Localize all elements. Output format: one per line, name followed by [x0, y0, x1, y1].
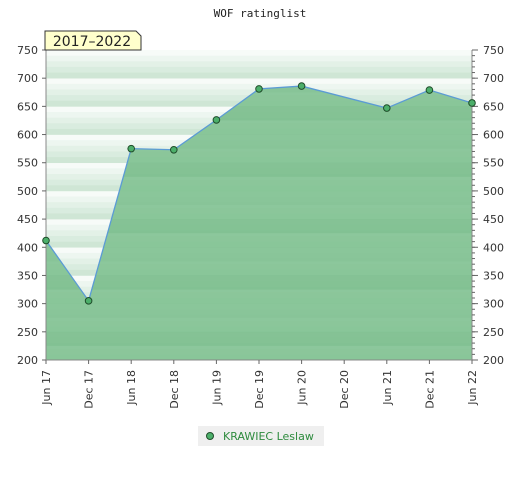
data-point [255, 85, 263, 93]
y-tick-label-left: 600 [17, 129, 38, 142]
legend-marker [206, 432, 214, 440]
y-tick-label-left: 700 [17, 72, 38, 85]
legend[interactable]: KRAWIEC Leslaw [198, 426, 324, 446]
y-tick-label-right: 650 [483, 100, 504, 113]
y-tick-label-left: 350 [17, 269, 38, 282]
data-point [42, 236, 50, 245]
background-band [46, 66, 472, 73]
background-band [46, 50, 472, 56]
y-tick-label-right: 300 [483, 298, 504, 311]
y-tick-label-right: 700 [483, 72, 504, 85]
area-stripe [46, 247, 472, 262]
area-stripe [46, 190, 472, 205]
y-tick-label-right: 400 [483, 241, 504, 254]
data-point [170, 145, 178, 154]
legend-series-name: KRAWIEC Leslaw [223, 430, 314, 443]
background-band [46, 72, 472, 79]
area-layer [46, 86, 472, 361]
y-tick-label-left: 200 [17, 354, 38, 367]
y-tick-label-right: 350 [483, 269, 504, 282]
area-stripe [46, 219, 472, 234]
period-badge: 2017–2022 [44, 30, 142, 51]
data-point [425, 86, 434, 94]
y-tick-label-right: 750 [483, 44, 504, 57]
x-tick-label: Dec 21 [423, 370, 436, 409]
y-tick-label-right: 200 [483, 354, 504, 367]
chart-title: WOF ratinglist [214, 7, 307, 20]
background-band [46, 55, 472, 62]
area-stripe [46, 162, 472, 177]
series-area [46, 86, 472, 361]
y-tick-label-right: 250 [483, 326, 504, 339]
area-stripe [46, 275, 472, 290]
y-tick-label-right: 500 [483, 185, 504, 198]
x-tick-label: Jun 19 [210, 370, 223, 406]
x-tick-label: Jun 17 [40, 370, 53, 406]
data-point [383, 104, 391, 112]
x-tick-label: Dec 19 [253, 370, 266, 409]
y-tick-label-right: 550 [483, 157, 504, 170]
x-tick-label: Jun 20 [296, 370, 309, 406]
x-tick-label: Jun 21 [381, 370, 394, 406]
series-line [45, 85, 473, 303]
y-tick-label-left: 450 [17, 213, 38, 226]
y-tick-label-right: 600 [483, 129, 504, 142]
y-tick-label-left: 550 [17, 157, 38, 170]
background-band [46, 61, 472, 68]
period-badge-label: 2017–2022 [53, 34, 131, 50]
data-marks [42, 82, 476, 305]
x-tick-label: Jun 22 [466, 370, 479, 406]
y-tick-label-left: 400 [17, 241, 38, 254]
data-point [297, 82, 306, 90]
x-tick-label: Dec 18 [168, 370, 181, 409]
axes: 200 200 250 250 300 300 350 350 400 400 450 450 500 5… [17, 44, 504, 409]
y-tick-label-left: 500 [17, 185, 38, 198]
y-tick-label-left: 250 [17, 326, 38, 339]
area-stripe [46, 303, 472, 318]
y-tick-label-right: 450 [483, 213, 504, 226]
data-point [84, 297, 93, 305]
area-stripes [46, 86, 472, 346]
area-stripe [46, 331, 472, 346]
data-point [127, 144, 135, 153]
background-band [46, 78, 472, 85]
y-tick-label-left: 650 [17, 100, 38, 113]
data-point [468, 99, 476, 107]
x-tick-label: Dec 20 [338, 370, 351, 409]
data-point [212, 116, 221, 124]
y-tick-label-left: 750 [17, 44, 38, 57]
x-tick-label: Dec 17 [83, 370, 96, 409]
x-tick-label: Jun 18 [125, 370, 138, 406]
y-tick-label-left: 300 [17, 298, 38, 311]
